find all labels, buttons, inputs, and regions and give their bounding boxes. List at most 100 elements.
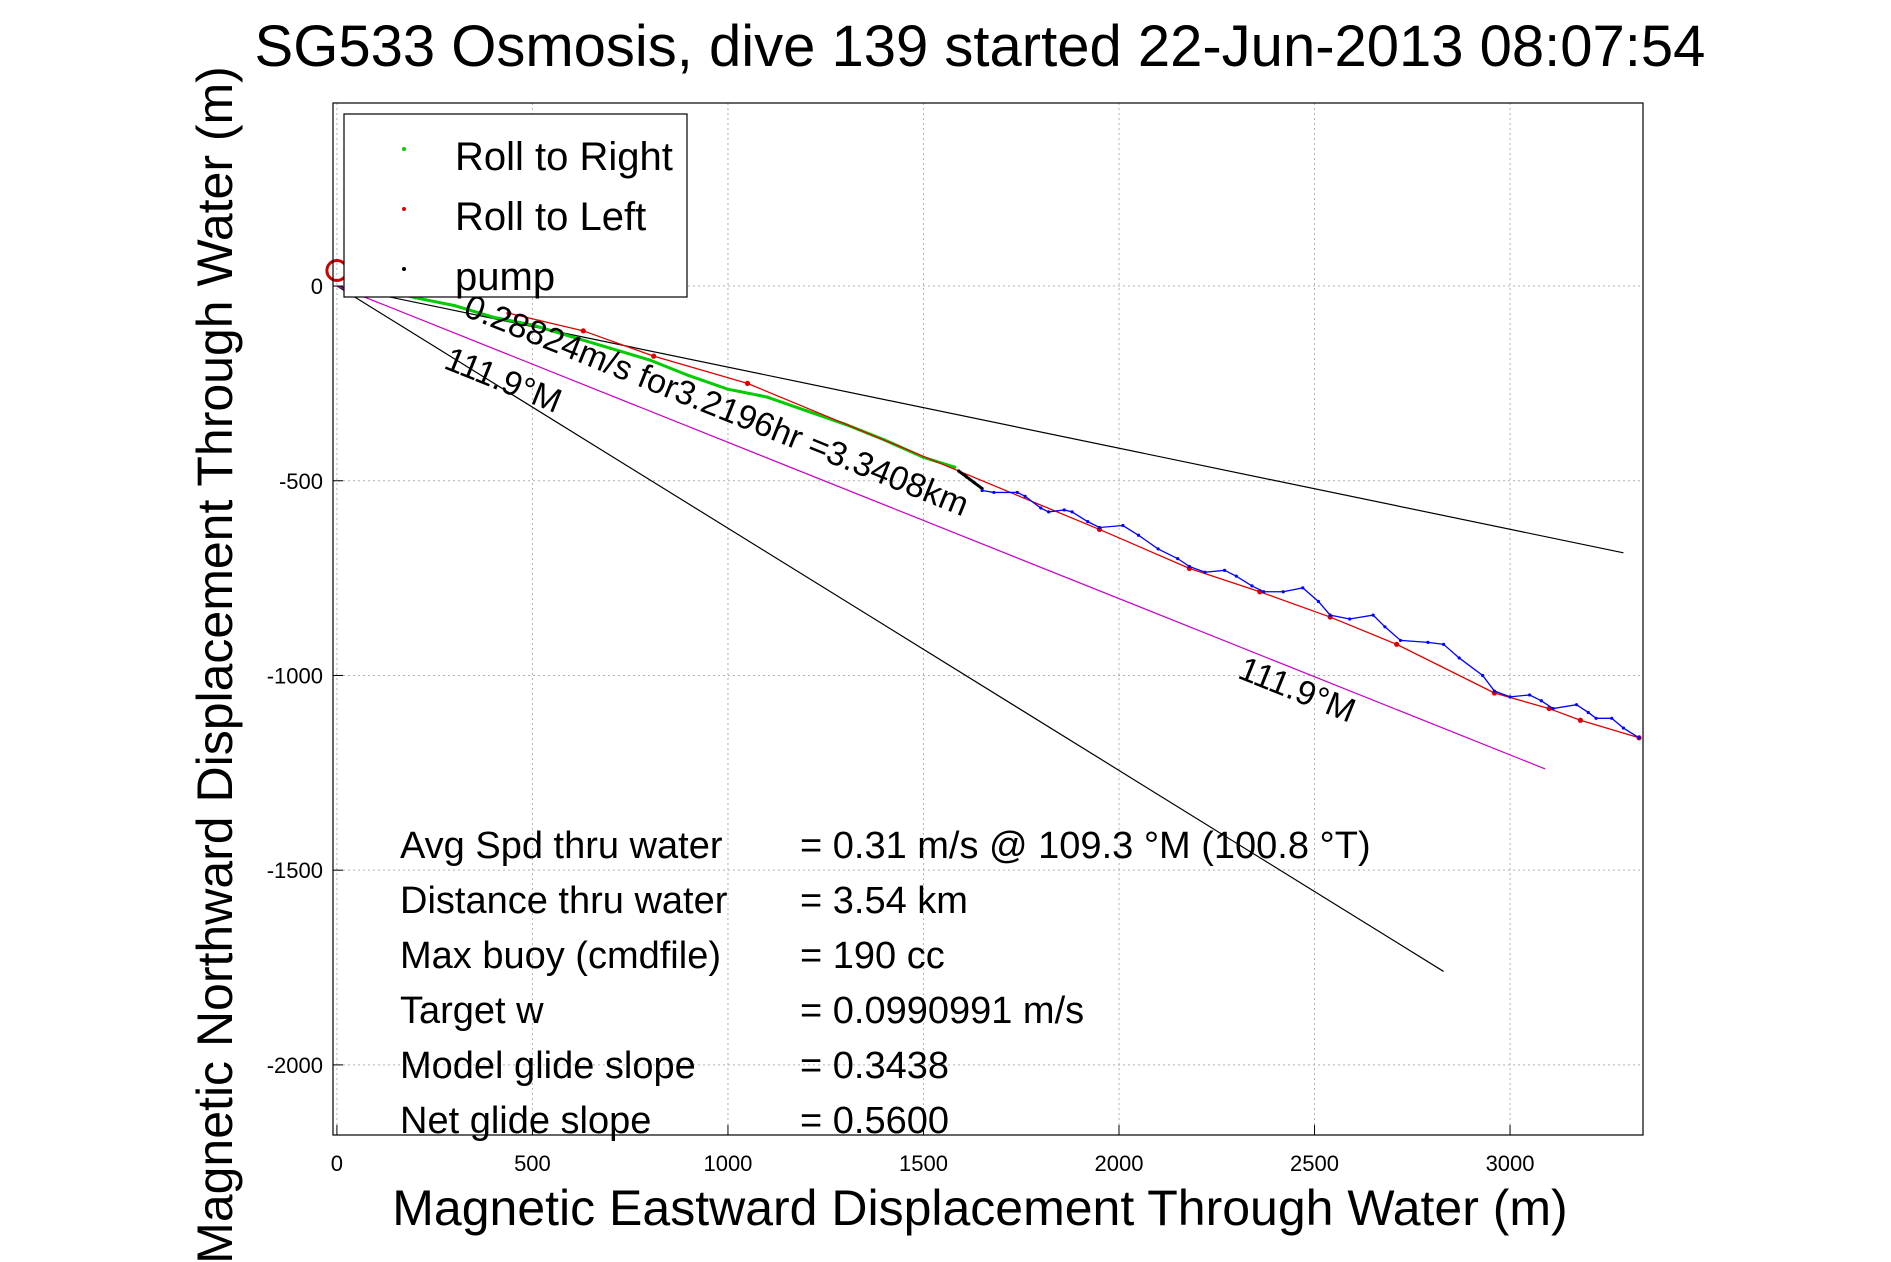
data-point xyxy=(1234,574,1238,578)
data-point xyxy=(1062,508,1066,512)
data-point xyxy=(1492,689,1497,693)
data-point xyxy=(1398,638,1403,643)
x-tick-label: 0 xyxy=(331,1151,343,1176)
x-tick-label: 1500 xyxy=(899,1151,948,1176)
stat-value: = 0.5600 xyxy=(800,1100,949,1142)
grid xyxy=(333,103,1643,1135)
x-tick-label: 2000 xyxy=(1095,1151,1144,1176)
data-point xyxy=(765,395,769,399)
data-point xyxy=(530,323,535,327)
y-tick-label: -1500 xyxy=(267,858,323,883)
data-point xyxy=(1316,599,1321,604)
series-layer xyxy=(382,288,1642,741)
data-point xyxy=(1527,693,1532,697)
stat-value: = 0.3438 xyxy=(800,1045,949,1087)
reference-line xyxy=(336,285,1444,972)
data-point xyxy=(1222,568,1227,572)
data-point xyxy=(1328,613,1332,617)
stats-block: Avg Spd thru water = 0.31 m/s @ 109.3 °M … xyxy=(400,825,1371,1142)
data-point xyxy=(1394,641,1400,647)
data-point xyxy=(452,303,456,308)
reference-line xyxy=(336,285,1546,770)
data-point xyxy=(1637,736,1641,740)
x-tick-label: 1000 xyxy=(703,1151,752,1176)
x-tick-label: 500 xyxy=(514,1151,551,1176)
data-point xyxy=(1621,726,1626,730)
legend: Roll to Right Roll to Left pump xyxy=(343,113,688,299)
series-line xyxy=(957,469,984,490)
data-point xyxy=(1121,523,1125,528)
data-point xyxy=(1039,506,1043,510)
stat-label: Distance thru water xyxy=(400,880,728,922)
data-point xyxy=(1203,570,1207,574)
data-point xyxy=(687,374,691,378)
data-point xyxy=(1508,695,1512,699)
legend-label: pump xyxy=(455,255,555,299)
data-point xyxy=(726,387,730,391)
stat-value: = 0.0990991 m/s xyxy=(800,990,1084,1032)
data-point xyxy=(648,358,652,362)
stat-value: = 190 cc xyxy=(800,935,945,977)
data-point xyxy=(1023,494,1027,498)
plot-frame xyxy=(332,102,1644,1136)
data-point xyxy=(1301,586,1305,590)
data-point xyxy=(1097,525,1102,530)
stat-label: Net glide slope xyxy=(400,1100,651,1142)
data-point xyxy=(609,346,613,350)
data-point xyxy=(1481,673,1485,678)
data-point xyxy=(491,315,495,319)
legend-label: Roll to Left xyxy=(455,195,646,239)
data-point xyxy=(1047,510,1051,514)
x-tick-label: 3000 xyxy=(1486,1151,1535,1176)
stat-value: = 0.31 m/s @ 109.3 °M (100.8 °T) xyxy=(800,825,1371,867)
stat-value: = 3.54 km xyxy=(800,880,968,922)
data-point xyxy=(744,380,751,386)
data-point xyxy=(1594,716,1598,720)
data-point xyxy=(1426,640,1430,644)
y-tick-label: 0 xyxy=(311,274,323,299)
data-point xyxy=(1015,490,1019,495)
x-tick-label: 2500 xyxy=(1290,1151,1339,1176)
data-point xyxy=(804,409,808,413)
data-point xyxy=(1136,533,1141,537)
stat-label: Target w xyxy=(400,990,544,1032)
data-point xyxy=(1070,510,1074,514)
y-tick-label: -500 xyxy=(279,469,323,494)
data-point xyxy=(1176,557,1180,561)
data-point xyxy=(569,335,574,339)
data-point xyxy=(1577,717,1584,723)
chart-title: SG533 Osmosis, dive 139 started 22-Jun-2… xyxy=(255,14,1706,79)
y-tick-label: -2000 xyxy=(267,1053,323,1078)
y-axis-title: Magnetic Northward Displacement Through … xyxy=(187,66,243,1262)
data-point xyxy=(1187,564,1191,569)
data-point xyxy=(992,490,996,495)
data-point xyxy=(1250,584,1254,588)
data-point xyxy=(1551,706,1555,711)
data-point xyxy=(957,469,961,473)
data-point xyxy=(1574,703,1579,707)
stat-label: Avg Spd thru water xyxy=(400,825,723,867)
y-tick-label: -1000 xyxy=(267,663,323,688)
data-point xyxy=(580,328,586,334)
data-point xyxy=(964,475,969,479)
legend-label: Roll to Right xyxy=(455,135,673,179)
data-point xyxy=(1383,625,1387,629)
x-axis-title: Magnetic Eastward Displacement Through W… xyxy=(392,1180,1567,1236)
data-point xyxy=(980,488,984,493)
data-point xyxy=(1262,590,1266,594)
data-point xyxy=(506,310,512,316)
legend-marker xyxy=(402,147,406,151)
legend-marker xyxy=(402,207,406,211)
data-point xyxy=(1457,656,1461,660)
data-point xyxy=(1441,642,1446,646)
data-point xyxy=(953,465,957,469)
data-point xyxy=(1156,547,1160,551)
stat-label: Max buoy (cmdfile) xyxy=(400,935,721,977)
data-point xyxy=(1086,520,1090,524)
data-point xyxy=(972,481,976,485)
legend-marker xyxy=(402,267,406,271)
data-point xyxy=(1586,710,1590,715)
